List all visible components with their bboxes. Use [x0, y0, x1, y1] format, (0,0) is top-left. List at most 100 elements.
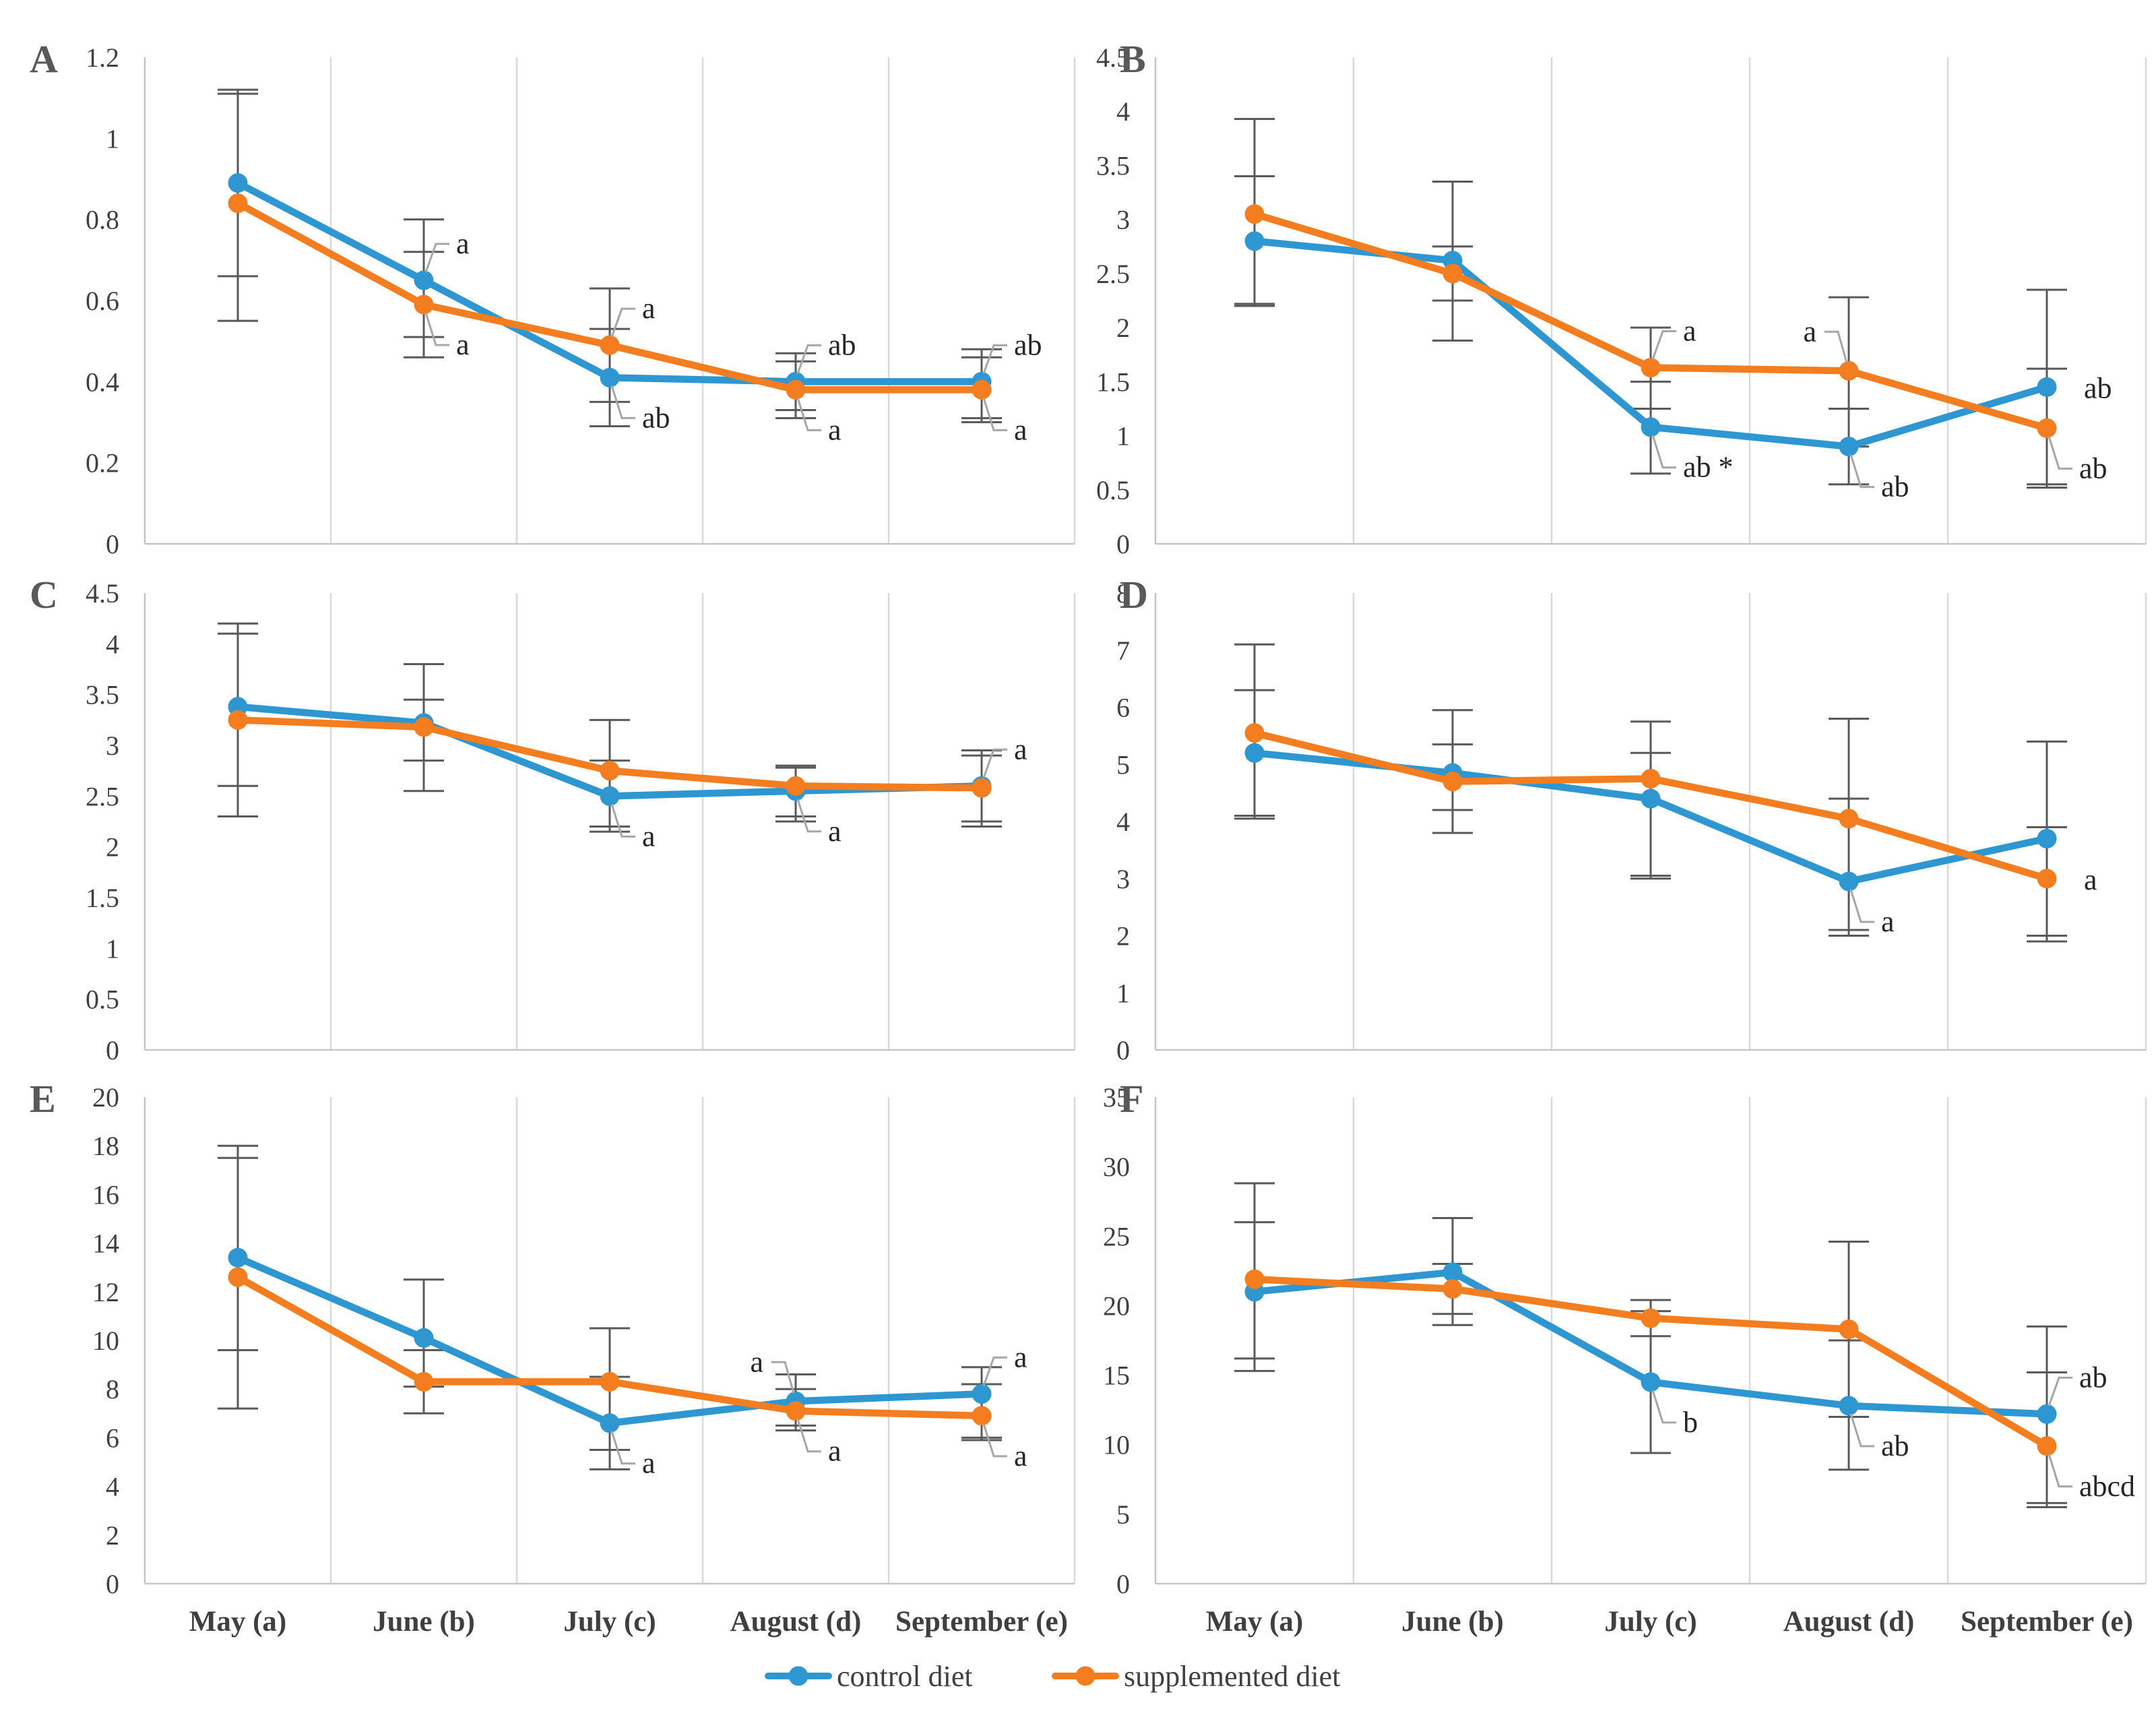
panel-letter: B [1120, 37, 1146, 81]
legend-item-label: supplemented diet [1124, 1660, 1340, 1693]
point-control-diet [1641, 788, 1661, 809]
annotation-leader-line [1825, 330, 1848, 363]
significance-label: a [2084, 863, 2097, 896]
point-control-diet [600, 1413, 620, 1433]
significance-label: ab [642, 401, 670, 434]
series-supplemented-diet [1244, 1269, 2057, 1456]
annotation-leader-line [1651, 330, 1676, 360]
point-supplemented-diet [228, 1267, 248, 1287]
annotation-leader-line [2048, 1454, 2072, 1488]
panel-D: 0 1 2 3 4 5 6 7 8Da a [1116, 573, 2147, 1065]
y-tick-label: 18 [92, 1131, 119, 1161]
y-tick-label: 2.5 [1096, 259, 1130, 289]
y-tick-label: 3.5 [86, 680, 119, 710]
significance-label: a [456, 328, 470, 361]
annotation-leader-line [982, 748, 1007, 778]
y-tick-label: 2 [1116, 921, 1130, 952]
y-tick-label: 16 [92, 1179, 119, 1210]
point-supplemented-diet [2037, 869, 2057, 889]
y-tick-label: 6 [1116, 693, 1130, 723]
significance-label: abcd [2079, 1470, 2135, 1503]
y-tick-label: 3 [1116, 205, 1130, 235]
y-tick-label: 4.5 [86, 578, 119, 609]
point-control-diet [1839, 871, 1859, 892]
point-supplemented-diet [600, 1371, 620, 1392]
significance-label: ab [2079, 1361, 2107, 1394]
significance-label: a [828, 1435, 842, 1468]
y-tick-label: 0 [1116, 1035, 1130, 1065]
point-control-diet [414, 1328, 434, 1348]
y-tick-label: 12 [92, 1277, 119, 1307]
y-tick-label: 7 [1116, 635, 1130, 666]
y-tick-label: 0.2 [86, 448, 119, 478]
y-tick-label: 4 [106, 629, 119, 659]
significance-label: ab [1881, 470, 1909, 503]
significance-label: ab [1881, 1429, 1909, 1462]
point-control-diet [2037, 377, 2057, 397]
x-axis-label: August (d) [730, 1606, 862, 1638]
annotation-leader-line [982, 344, 1007, 374]
significance-label: ab [1014, 328, 1042, 361]
point-supplemented-diet [1839, 809, 1859, 829]
significance-label: a [828, 815, 842, 848]
legend-item-control-diet: control diet [765, 1660, 973, 1693]
significance-label: a [828, 413, 842, 446]
annotation-leader-line [610, 385, 635, 419]
annotation-leader-line [771, 1361, 795, 1394]
point-control-diet [972, 1384, 992, 1404]
point-supplemented-diet [972, 1406, 992, 1426]
y-tick-label: 0.8 [86, 205, 119, 235]
significance-label: ab [2084, 371, 2112, 404]
legend-marker-icon [1075, 1666, 1096, 1686]
point-control-diet [1641, 1372, 1661, 1392]
annotation-leader-line [424, 243, 449, 273]
y-tick-label: 4 [1116, 807, 1130, 837]
x-axis-label: July (c) [563, 1606, 656, 1638]
y-tick-label: 4 [1116, 96, 1130, 127]
x-axis-label: June (b) [1401, 1606, 1504, 1638]
significance-label: a [1014, 1439, 1027, 1472]
y-tick-label: 4 [106, 1472, 119, 1502]
point-control-diet [1641, 417, 1661, 437]
annotation-leader-line [610, 1431, 635, 1465]
series-supplemented-diet [228, 1267, 992, 1426]
annotation-leader-line [1849, 1413, 1874, 1448]
point-supplemented-diet [1244, 204, 1265, 224]
series-supplemented-diet [1244, 204, 2057, 438]
y-tick-label: 1.5 [86, 883, 119, 913]
panel-letter: A [30, 37, 58, 81]
series-control-diet [1244, 1262, 2057, 1424]
point-supplemented-diet [1442, 1279, 1463, 1299]
x-axis-label: August (d) [1783, 1606, 1915, 1638]
point-supplemented-diet [972, 778, 992, 798]
y-tick-label: 8 [106, 1374, 119, 1404]
point-supplemented-diet [1839, 361, 1859, 381]
point-supplemented-diet [1641, 1308, 1661, 1328]
significance-label: a [1014, 413, 1027, 446]
point-supplemented-diet [1442, 772, 1463, 792]
x-axis-label: September (e) [1961, 1606, 2133, 1638]
annotation-leader-line [796, 1419, 821, 1453]
annotation-leader-line [2048, 1376, 2072, 1406]
point-control-diet [228, 173, 248, 193]
panel-letter: E [30, 1077, 56, 1121]
y-tick-label: 6 [106, 1423, 119, 1453]
point-control-diet [1244, 231, 1265, 251]
point-control-diet [228, 1247, 248, 1268]
y-tick-label: 0.4 [86, 367, 119, 397]
y-tick-label: 3 [106, 731, 119, 761]
panel-letter: D [1120, 573, 1148, 617]
point-supplemented-diet [1641, 357, 1661, 377]
point-control-diet [1839, 437, 1859, 457]
y-tick-label: 1 [1116, 421, 1130, 452]
point-supplemented-diet [414, 717, 434, 737]
legend: control diet supplemented diet [765, 1660, 1340, 1693]
panel-A: 0 0.2 0.4 0.6 0.8 1 1.2 Aa a a ab ab a ab a [30, 37, 1076, 559]
y-tick-label: 20 [92, 1082, 119, 1113]
series-supplemented-diet [1244, 723, 2057, 889]
significance-label: a [1014, 733, 1027, 766]
point-supplemented-diet [1839, 1319, 1859, 1339]
legend-item-supplemented-diet: supplemented diet [1052, 1660, 1340, 1693]
panel-letter: F [1120, 1077, 1143, 1121]
series-supplemented-diet [228, 710, 992, 798]
